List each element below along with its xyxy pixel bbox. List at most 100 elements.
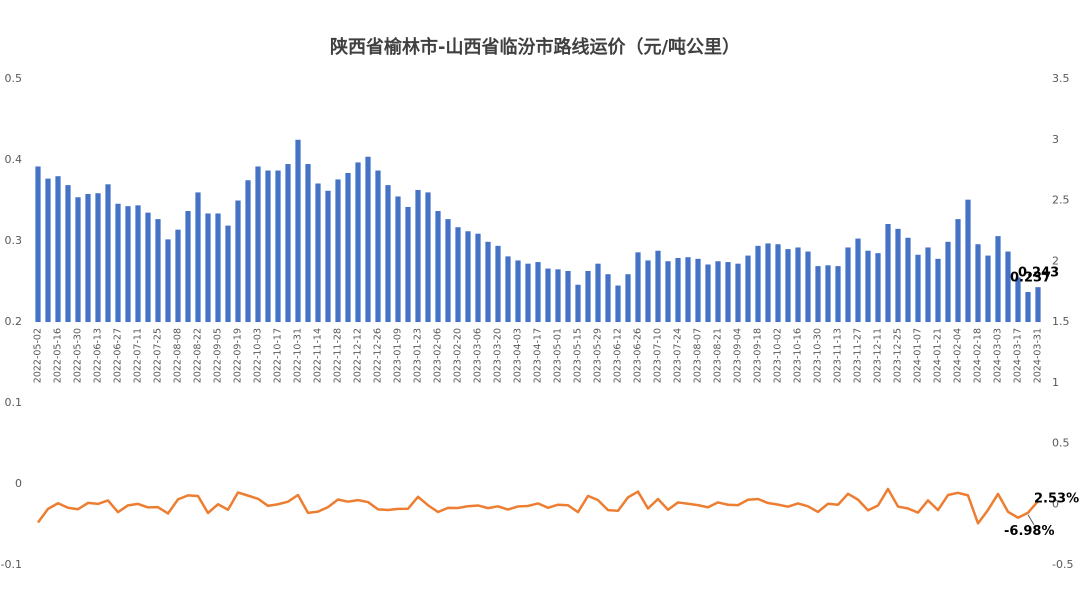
bar (725, 262, 731, 322)
x-tick-label: 2022-08-08 (173, 328, 184, 383)
bar (165, 239, 171, 322)
bar (925, 247, 931, 322)
x-tick-label: 2022-09-19 (233, 328, 244, 383)
bar (375, 170, 381, 322)
x-tick-label: 2022-10-03 (253, 328, 264, 383)
bar (365, 156, 371, 322)
line (36, 487, 1039, 525)
bar (85, 194, 91, 322)
bar (895, 228, 901, 322)
bar (865, 250, 871, 322)
bar (285, 164, 291, 322)
bar (595, 263, 601, 322)
bar (325, 190, 331, 322)
bar (635, 252, 641, 322)
bar (935, 258, 941, 322)
x-tick-label: 2023-02-20 (453, 328, 464, 383)
data-label: 2.53% (1034, 492, 1079, 507)
bar (615, 285, 621, 322)
x-tick-label: 2023-09-18 (753, 328, 764, 383)
bar (965, 199, 971, 322)
x-tick-label: 2022-08-22 (193, 328, 204, 383)
bar (565, 270, 571, 322)
bar (505, 256, 511, 322)
bar (845, 247, 851, 322)
bar (705, 264, 711, 322)
bar (585, 270, 591, 322)
bar (1015, 277, 1021, 322)
y2-tick-label: 0.5 (1052, 437, 1070, 450)
bar (185, 211, 191, 322)
x-tick-label: 2023-03-20 (493, 328, 504, 383)
bar (1025, 292, 1031, 322)
x-tick-label: 2024-03-17 (1013, 328, 1024, 383)
y2-tick-label: 1.5 (1052, 315, 1070, 328)
x-tick-label: 2023-01-09 (393, 328, 404, 383)
bar (815, 266, 821, 322)
x-tick-label: 2022-05-16 (53, 328, 64, 383)
x-tick-label: 2022-11-14 (313, 328, 324, 383)
bar (35, 166, 41, 322)
bar (715, 261, 721, 322)
bar (115, 203, 121, 322)
bar (265, 170, 271, 322)
bar (435, 211, 441, 322)
bar (1035, 287, 1041, 322)
bar (655, 250, 661, 322)
bar (345, 172, 351, 322)
data-label: 0.237 (1010, 271, 1051, 286)
bar (235, 200, 241, 322)
bar (1005, 251, 1011, 322)
x-tick-label: 2022-12-26 (373, 328, 384, 383)
bar (855, 238, 861, 322)
y-tick-label: -0.1 (1, 558, 22, 571)
bar (675, 258, 681, 322)
y-tick-label: 0 (15, 477, 22, 490)
x-tick-label: 2023-07-24 (673, 328, 684, 383)
y2-tick-label: 0 (1052, 497, 1059, 510)
bar (985, 255, 991, 322)
x-tick-label: 2022-05-02 (33, 328, 44, 383)
x-tick-label: 2023-08-21 (713, 328, 724, 383)
bar (465, 231, 471, 322)
y2-tick-label: 2 (1052, 254, 1059, 267)
bar (255, 166, 261, 322)
bar (575, 284, 581, 322)
bar (195, 192, 201, 322)
bar (215, 213, 221, 322)
bar (125, 206, 131, 322)
bar (245, 180, 251, 322)
bar (515, 260, 521, 322)
bar (395, 196, 401, 322)
bar (915, 254, 921, 322)
bar (315, 183, 321, 322)
y-tick-label: 0.3 (5, 234, 23, 247)
y2-tick-label: 3.5 (1052, 72, 1070, 85)
y-tick-label: 0.4 (5, 153, 23, 166)
bar (795, 247, 801, 322)
bar (475, 233, 481, 322)
y2-tick-label: 3 (1052, 133, 1059, 146)
bar (555, 269, 561, 322)
x-tick-label: 2023-04-03 (513, 328, 524, 383)
x-tick-label: 2022-07-25 (153, 328, 164, 383)
bar (745, 255, 751, 322)
bar (135, 205, 141, 322)
bar (835, 266, 841, 322)
bar (685, 257, 691, 322)
bar (875, 253, 881, 322)
x-tick-label: 2023-04-17 (533, 328, 544, 383)
x-tick-label: 2024-02-04 (953, 328, 964, 383)
y-tick-label: 0.5 (5, 72, 23, 85)
x-tick-label: 2023-10-02 (773, 328, 784, 383)
bar (905, 237, 911, 322)
bar (825, 265, 831, 322)
bar (955, 219, 961, 322)
x-tick-label: 2024-03-03 (993, 328, 1004, 383)
x-tick-label: 2023-11-13 (833, 328, 844, 383)
bar (105, 184, 111, 322)
bar (645, 260, 651, 322)
x-tick-label: 2023-09-04 (733, 328, 744, 383)
y-tick-label: 0.1 (5, 396, 23, 409)
